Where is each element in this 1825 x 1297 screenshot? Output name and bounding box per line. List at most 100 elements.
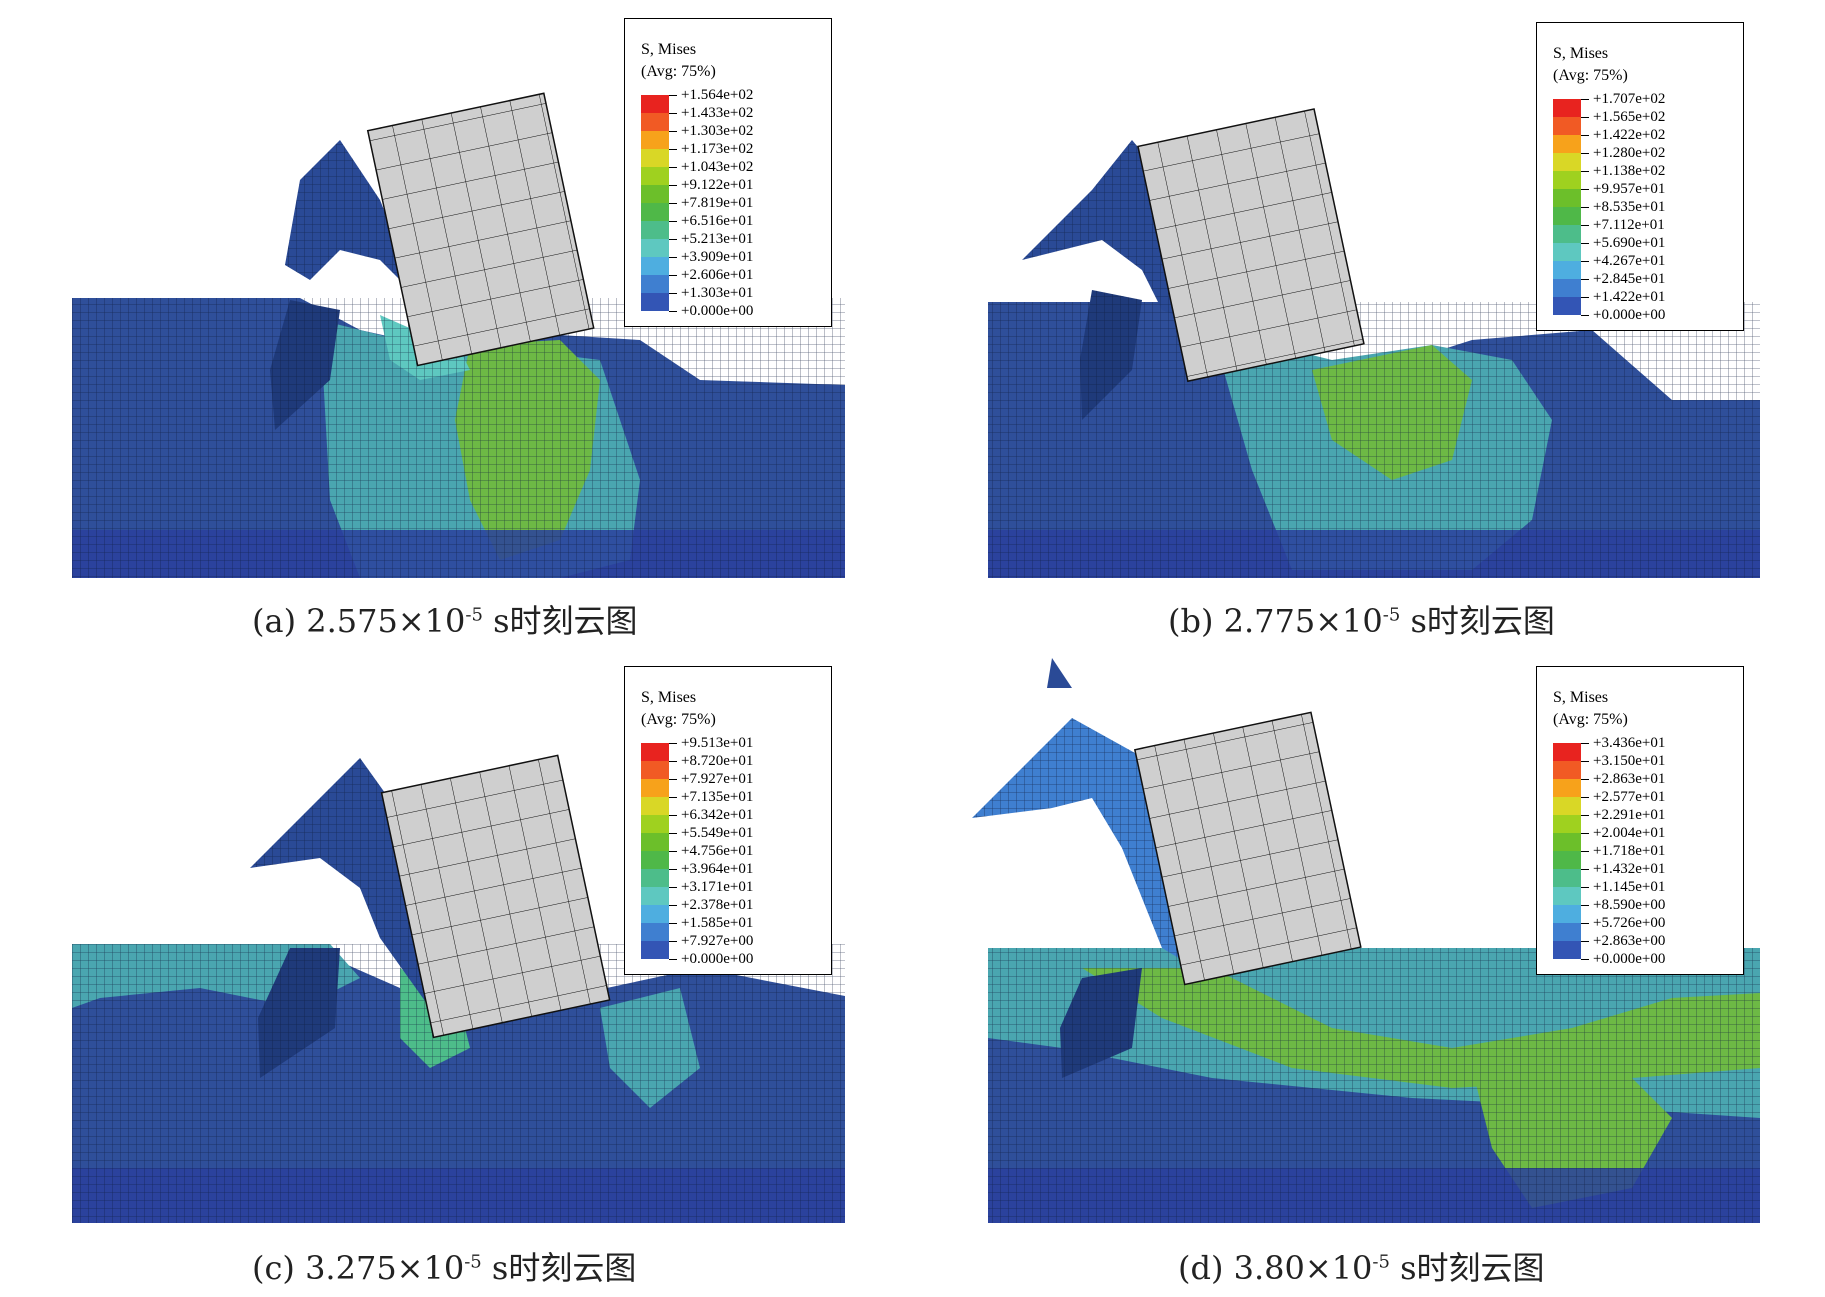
legend-tick-label: +7.927e+01	[681, 771, 754, 787]
legend-tick-label: +2.845e+01	[1593, 271, 1666, 287]
caption-d: (d) 3.80×10-5 s时刻云图	[1178, 1243, 1545, 1289]
panel-b: S, Mises (Avg: 75%) +1.707e+02 +1.565e+02…	[912, 0, 1825, 640]
legend-title: S, Mises	[641, 41, 697, 58]
contour-plot-d	[972, 658, 1760, 1223]
caption-c: (c) 3.275×10-5 s时刻云图	[252, 1243, 636, 1289]
legend-tick-label: +2.378e+01	[681, 897, 754, 913]
contour-plot-a	[72, 92, 845, 578]
legend-swatch	[1553, 153, 1581, 171]
legend-tick-label: +2.577e+01	[1593, 789, 1666, 805]
legend-tick-mark	[1581, 851, 1589, 852]
legend-tick-label: +7.112e+01	[1593, 217, 1665, 233]
legend-swatch	[1553, 743, 1581, 761]
legend-tick-label: +8.535e+01	[1593, 199, 1666, 215]
legend-tick-mark	[1581, 261, 1589, 262]
legend-tick-mark	[669, 851, 677, 852]
legend-tick-mark	[669, 293, 677, 294]
legend-tick-label: +9.513e+01	[681, 735, 754, 751]
legend-tick-label: +5.213e+01	[681, 231, 754, 247]
legend-tick-mark	[1581, 815, 1589, 816]
legend-tick-mark	[1581, 923, 1589, 924]
legend-swatch	[1553, 117, 1581, 135]
legend-swatch	[1553, 779, 1581, 797]
legend-tick-label: +1.433e+02	[681, 105, 754, 121]
legend-tick-label: +1.145e+01	[1593, 879, 1666, 895]
legend-tick-mark	[1581, 279, 1589, 280]
legend-tick-mark	[1581, 207, 1589, 208]
legend-swatch	[1553, 261, 1581, 279]
legend-tick-label: +7.135e+01	[681, 789, 754, 805]
caption-d-exp: -5	[1372, 1251, 1390, 1273]
panel-c: S, Mises (Avg: 75%) +9.513e+01 +8.720e+01…	[0, 648, 912, 1297]
legend-tick-label: +3.150e+01	[1593, 753, 1666, 769]
legend-tick-mark	[1581, 171, 1589, 172]
legend-swatch	[641, 239, 669, 257]
legend-tick-mark	[1581, 887, 1589, 888]
legend-tick-mark	[669, 869, 677, 870]
legend-title: S, Mises	[1553, 45, 1609, 62]
legend-swatch	[1553, 279, 1581, 297]
legend-swatch	[641, 761, 669, 779]
legend-swatch	[641, 221, 669, 239]
legend-swatch	[1553, 99, 1581, 117]
legend-tick-mark	[1581, 225, 1589, 226]
caption-c-exp: -5	[464, 1251, 482, 1273]
legend-tick-label: +3.909e+01	[681, 249, 754, 265]
legend-swatch	[641, 869, 669, 887]
legend-swatch	[641, 293, 669, 311]
legend-tick-mark	[669, 905, 677, 906]
legend-tick-mark	[1581, 797, 1589, 798]
legend-tick-label: +5.726e+00	[1593, 915, 1666, 931]
legend-tick-label: +6.516e+01	[681, 213, 754, 229]
legend-tick-mark	[669, 113, 677, 114]
legend-subtitle: (Avg: 75%)	[1553, 67, 1628, 84]
legend-tick-label: +0.000e+00	[681, 951, 754, 967]
caption-a-exp: -5	[465, 604, 483, 626]
legend-swatch	[641, 743, 669, 761]
legend-tick-mark	[669, 131, 677, 132]
legend-tick-label: +3.436e+01	[1593, 735, 1666, 751]
legend-swatch	[641, 203, 669, 221]
legend-swatch	[641, 815, 669, 833]
legend-swatch	[1553, 923, 1581, 941]
legend-tick-mark	[669, 275, 677, 276]
legend-colorbar	[1553, 743, 1581, 959]
legend-swatch	[641, 257, 669, 275]
legend-c: S, Mises (Avg: 75%) +9.513e+01 +8.720e+01…	[624, 666, 832, 975]
contour-plot-b	[988, 108, 1760, 578]
legend-tick-mark	[1581, 189, 1589, 190]
legend-swatch	[641, 941, 669, 959]
legend-tick-mark	[1581, 99, 1589, 100]
legend-tick-label: +0.000e+00	[1593, 307, 1666, 323]
legend-swatch	[1553, 135, 1581, 153]
panel-d: S, Mises (Avg: 75%) +3.436e+01 +3.150e+01…	[912, 648, 1825, 1297]
legend-tick-label: +1.422e+02	[1593, 127, 1666, 143]
legend-tick-mark	[1581, 959, 1589, 960]
legend-swatch	[1553, 887, 1581, 905]
legend-tick-mark	[669, 257, 677, 258]
legend-swatch	[641, 185, 669, 203]
legend-tick-label: +1.138e+02	[1593, 163, 1666, 179]
caption-b-exp: -5	[1382, 604, 1401, 626]
legend-colorbar	[641, 743, 669, 959]
legend-tick-mark	[669, 743, 677, 744]
legend-tick-mark	[1581, 315, 1589, 316]
legend-swatch	[1553, 297, 1581, 315]
caption-b-suffix: s时刻云图	[1400, 602, 1555, 640]
legend-tick-mark	[669, 923, 677, 924]
legend-tick-label: +1.303e+02	[681, 123, 754, 139]
legend-tick-mark	[1581, 869, 1589, 870]
legend-swatch	[641, 95, 669, 113]
legend-tick-label: +5.690e+01	[1593, 235, 1666, 251]
legend-tick-mark	[1581, 743, 1589, 744]
legend-tick-label: +1.043e+02	[681, 159, 754, 175]
caption-b-prefix: (b) 2.775×10	[1168, 602, 1383, 640]
legend-tick-label: +1.707e+02	[1593, 91, 1666, 107]
legend-swatch	[1553, 905, 1581, 923]
legend-swatch	[641, 833, 669, 851]
caption-a: (a) 2.575×10-5 s时刻云图	[252, 596, 638, 642]
legend-tick-label: +8.590e+00	[1593, 897, 1666, 913]
legend-tick-mark	[669, 815, 677, 816]
legend-subtitle: (Avg: 75%)	[1553, 711, 1628, 728]
caption-b: (b) 2.775×10-5 s时刻云图	[1168, 596, 1555, 642]
